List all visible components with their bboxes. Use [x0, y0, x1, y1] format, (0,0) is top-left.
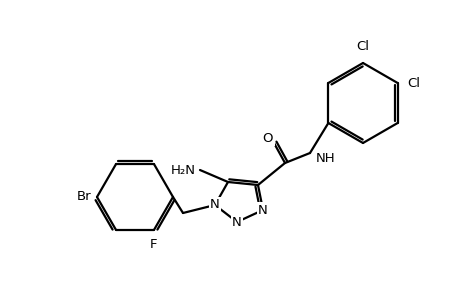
Text: Cl: Cl — [356, 40, 369, 53]
Text: N: N — [232, 215, 241, 229]
Text: Br: Br — [76, 190, 91, 203]
Text: H₂N: H₂N — [171, 164, 196, 176]
Text: N: N — [210, 199, 219, 212]
Text: F: F — [150, 238, 157, 251]
Text: N: N — [257, 203, 267, 217]
Text: Cl: Cl — [407, 76, 420, 89]
Text: O: O — [262, 131, 273, 145]
Text: NH: NH — [315, 152, 335, 164]
